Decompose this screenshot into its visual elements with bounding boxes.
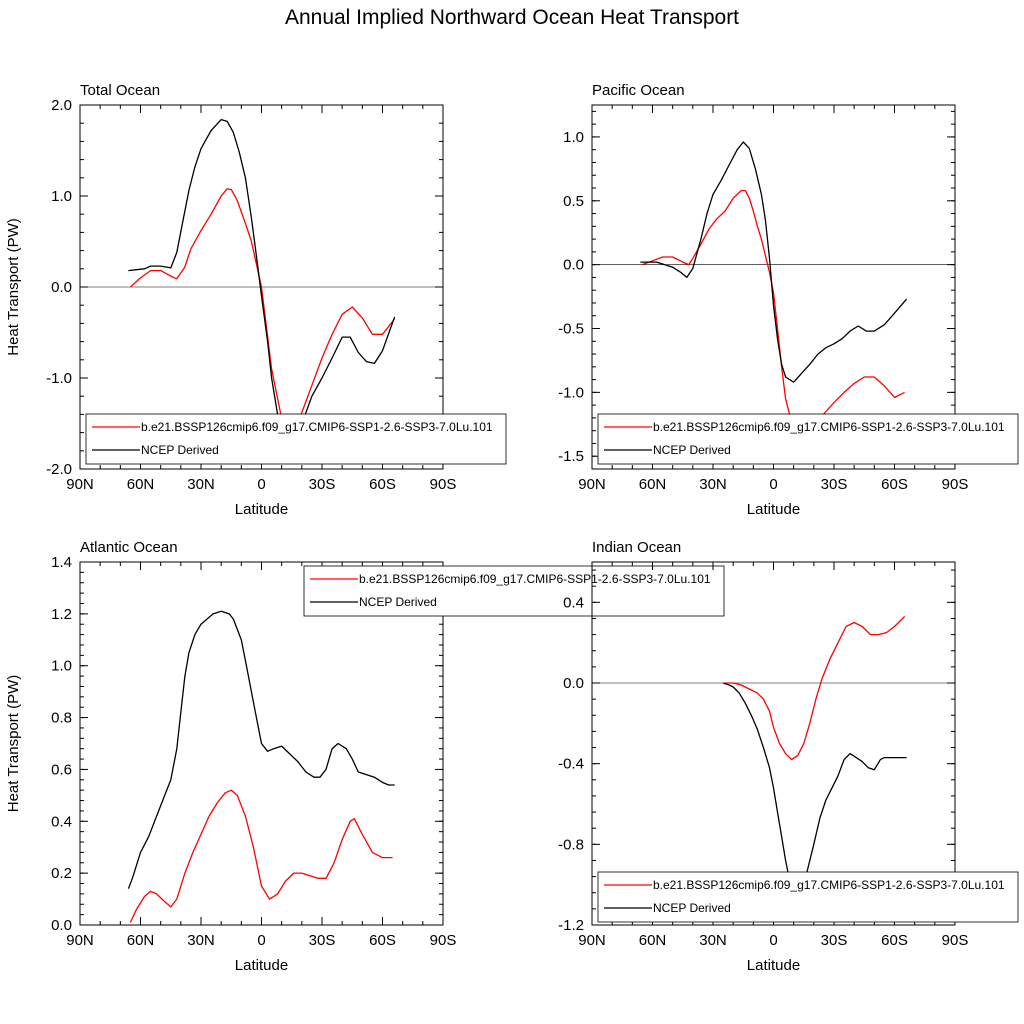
legend-label: NCEP Derived bbox=[653, 443, 731, 457]
y-tick-label: -0.4 bbox=[558, 756, 584, 773]
y-tick-label: 0.4 bbox=[51, 813, 72, 830]
series-line-model bbox=[725, 616, 906, 761]
x-tick-label: 60N bbox=[639, 476, 667, 493]
x-tick-label: 90N bbox=[66, 476, 94, 493]
x-tick-label: 60S bbox=[369, 932, 396, 949]
y-tick-label: 1.0 bbox=[51, 188, 72, 205]
panel-pacific-ocean: 90N 60N 30N 0 30S 60S 90S -1.5 -1.0 -0.5 0.0 0.5 1.0… bbox=[558, 82, 1019, 518]
x-tick-label: 30S bbox=[821, 932, 848, 949]
y-tick-label: 2.0 bbox=[51, 97, 72, 114]
x-tick-label: 90N bbox=[66, 932, 94, 949]
series-line-ncep bbox=[128, 118, 396, 440]
x-tick-label: 30S bbox=[309, 932, 336, 949]
legend-label: NCEP Derived bbox=[141, 443, 219, 457]
legend-box bbox=[85, 413, 507, 465]
y-tick-label: 0.6 bbox=[51, 761, 72, 778]
legend-label: b.e21.BSSP126cmip6.f09_g17.CMIP6-SSP1-2.… bbox=[653, 878, 1005, 892]
x-tick-label: 60S bbox=[881, 932, 908, 949]
y-tick-label: -0.8 bbox=[558, 836, 584, 853]
y-tick-label: 1.2 bbox=[51, 606, 72, 623]
legend-label: b.e21.BSSP126cmip6.f09_g17.CMIP6-SSP1-2.… bbox=[141, 420, 493, 434]
series-line-model bbox=[642, 189, 905, 441]
y-tick-label: 0.0 bbox=[563, 257, 584, 274]
panel-title: Indian Ocean bbox=[592, 539, 681, 556]
x-tick-label: 90S bbox=[430, 476, 457, 493]
panel-title: Pacific Ocean bbox=[592, 82, 685, 99]
y-tick-label: -1.2 bbox=[558, 917, 584, 934]
y-tick-label: -1.5 bbox=[558, 448, 584, 465]
legend-box bbox=[597, 871, 1019, 923]
y-axis-label: Heat Transport (PW) bbox=[5, 675, 22, 813]
panel-total-ocean: 90N 60N 30N 0 30S 60S 90S -2.0 -1.0 0.0 1.0 2.0 Tota… bbox=[5, 82, 507, 518]
x-tick-label: 0 bbox=[257, 476, 265, 493]
y-tick-label: 0.5 bbox=[563, 193, 584, 210]
x-tick-label: 90S bbox=[942, 932, 969, 949]
legend-label: b.e21.BSSP126cmip6.f09_g17.CMIP6-SSP1-2.… bbox=[653, 420, 1005, 434]
x-tick-label: 0 bbox=[769, 932, 777, 949]
legend-box bbox=[597, 413, 1019, 465]
panel-atlantic-ocean: 90N 60N 30N 0 30S 60S 90S 0.0 0.2 0.4 0.6 0.8 1.0 1.2… bbox=[5, 539, 725, 974]
legend-box bbox=[303, 565, 725, 617]
y-tick-label: -1.0 bbox=[46, 370, 72, 387]
panel-title: Total Ocean bbox=[80, 82, 160, 99]
y-tick-label: -2.0 bbox=[46, 461, 72, 478]
x-axis-label: Latitude bbox=[235, 957, 288, 974]
legend-label: NCEP Derived bbox=[359, 595, 437, 609]
y-axis-label: Heat Transport (PW) bbox=[5, 218, 22, 356]
x-tick-label: 60N bbox=[639, 932, 667, 949]
x-axis-label: Latitude bbox=[235, 501, 288, 518]
y-tick-label: 0.0 bbox=[51, 917, 72, 934]
plot-frame bbox=[591, 561, 956, 926]
x-tick-label: 60N bbox=[127, 476, 155, 493]
x-tick-label: 30N bbox=[187, 932, 215, 949]
series-line-model bbox=[129, 789, 393, 923]
x-tick-label: 30S bbox=[309, 476, 336, 493]
page-title: Annual Implied Northward Ocean Heat Tran… bbox=[284, 6, 740, 29]
series-line-ncep bbox=[127, 610, 395, 889]
legend-label: NCEP Derived bbox=[653, 901, 731, 915]
y-tick-label: 0.8 bbox=[51, 710, 72, 727]
y-tick-label: 1.0 bbox=[563, 129, 584, 146]
x-tick-label: 60S bbox=[369, 476, 396, 493]
panel-indian-ocean: 90N 60N 30N 0 30S 60S 90S -1.2 -0.8 -0.4 0.0 0.4 Ind… bbox=[558, 539, 1019, 974]
x-tick-label: 0 bbox=[257, 932, 265, 949]
x-tick-label: 60N bbox=[127, 932, 155, 949]
y-tick-label: 0.4 bbox=[563, 594, 584, 611]
x-tick-label: 30N bbox=[699, 476, 727, 493]
x-axis-label: Latitude bbox=[747, 501, 800, 518]
x-tick-label: 30N bbox=[187, 476, 215, 493]
y-tick-label: 1.4 bbox=[51, 554, 72, 571]
y-tick-label: 0.0 bbox=[51, 279, 72, 296]
x-axis-label: Latitude bbox=[747, 957, 800, 974]
x-tick-label: 30S bbox=[821, 476, 848, 493]
y-tick-label: 0.0 bbox=[563, 675, 584, 692]
x-tick-label: 90S bbox=[942, 476, 969, 493]
y-tick-label: -1.0 bbox=[558, 384, 584, 401]
y-tick-label: 0.2 bbox=[51, 865, 72, 882]
x-tick-label: 0 bbox=[769, 476, 777, 493]
panel-title: Atlantic Ocean bbox=[80, 539, 178, 556]
series-line-ncep bbox=[722, 682, 907, 896]
series-line-ncep bbox=[640, 141, 908, 383]
x-tick-label: 90N bbox=[578, 932, 606, 949]
y-tick-label: -0.5 bbox=[558, 321, 584, 338]
x-tick-label: 90N bbox=[578, 476, 606, 493]
y-tick-label: 1.0 bbox=[51, 658, 72, 675]
x-tick-label: 60S bbox=[881, 476, 908, 493]
legend-label: b.e21.BSSP126cmip6.f09_g17.CMIP6-SSP1-2.… bbox=[359, 572, 711, 586]
series-line-model bbox=[129, 188, 396, 436]
x-tick-label: 30N bbox=[699, 932, 727, 949]
x-tick-label: 90S bbox=[430, 932, 457, 949]
